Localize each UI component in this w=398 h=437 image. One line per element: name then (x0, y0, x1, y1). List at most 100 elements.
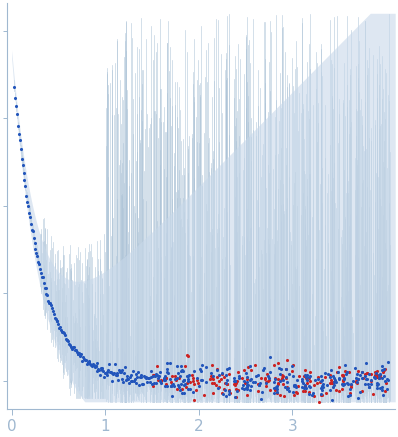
Point (329, 380, 335, 387)
Point (262, 375, 268, 382)
Point (176, 375, 182, 382)
Point (278, 377, 284, 384)
Point (302, 371, 309, 378)
Point (353, 375, 360, 382)
Point (353, 378, 359, 385)
Point (310, 390, 316, 397)
Point (284, 379, 291, 386)
Point (244, 373, 250, 380)
Point (191, 397, 197, 404)
Point (374, 368, 380, 375)
Point (235, 386, 242, 393)
Point (263, 371, 270, 378)
Point (239, 374, 245, 381)
Point (183, 372, 190, 379)
Point (76, 349, 82, 356)
Point (96, 367, 102, 374)
Point (344, 368, 350, 375)
Point (161, 376, 167, 383)
Point (222, 379, 228, 386)
Point (261, 374, 268, 381)
Point (41, 284, 48, 291)
Point (120, 378, 127, 385)
Point (241, 367, 247, 374)
Point (133, 379, 140, 386)
Point (85, 358, 92, 365)
Point (319, 382, 326, 389)
Point (113, 370, 120, 377)
Point (357, 371, 363, 378)
Point (323, 389, 329, 396)
Point (304, 377, 310, 384)
Point (29, 227, 36, 234)
Point (124, 373, 131, 380)
Point (303, 374, 309, 381)
Point (23, 192, 29, 199)
Point (223, 372, 229, 379)
Point (306, 388, 312, 395)
Point (266, 386, 273, 393)
Point (14, 111, 20, 118)
Point (168, 378, 174, 385)
Point (185, 378, 191, 385)
Point (168, 383, 174, 390)
Point (128, 371, 135, 378)
Point (244, 363, 251, 370)
Point (176, 384, 183, 391)
Point (54, 317, 60, 324)
Point (208, 372, 214, 379)
Point (366, 384, 372, 391)
Point (289, 367, 296, 374)
Point (271, 375, 278, 382)
Point (198, 368, 204, 375)
Point (49, 305, 55, 312)
Point (273, 382, 280, 389)
Point (271, 387, 278, 394)
Point (355, 368, 361, 375)
Point (385, 376, 392, 383)
Point (254, 371, 261, 378)
Point (362, 381, 368, 388)
Point (377, 374, 383, 381)
Point (231, 378, 237, 385)
Point (315, 374, 321, 381)
Point (90, 361, 96, 368)
Point (302, 383, 308, 390)
Point (329, 396, 336, 403)
Point (255, 388, 261, 395)
Point (65, 337, 72, 344)
Point (233, 394, 239, 401)
Point (328, 366, 334, 373)
Point (182, 380, 188, 387)
Point (215, 372, 222, 379)
Point (214, 374, 220, 381)
Point (266, 376, 273, 383)
Point (374, 371, 380, 378)
Point (163, 381, 169, 388)
Point (66, 340, 72, 347)
Point (98, 364, 104, 371)
Point (267, 369, 273, 376)
Point (13, 103, 20, 110)
Point (244, 392, 250, 399)
Point (238, 385, 245, 392)
Point (218, 375, 224, 382)
Point (368, 371, 374, 378)
Point (62, 335, 69, 342)
Point (231, 378, 238, 385)
Point (318, 392, 324, 399)
Point (74, 350, 81, 357)
Point (283, 374, 289, 381)
Point (152, 371, 159, 378)
Point (234, 377, 240, 384)
Point (244, 378, 250, 385)
Point (374, 385, 380, 392)
Point (318, 372, 324, 379)
Point (21, 177, 28, 184)
Point (292, 382, 298, 389)
Point (117, 368, 124, 375)
Point (169, 382, 176, 388)
Point (144, 378, 150, 385)
Point (18, 146, 24, 153)
Point (166, 375, 173, 382)
